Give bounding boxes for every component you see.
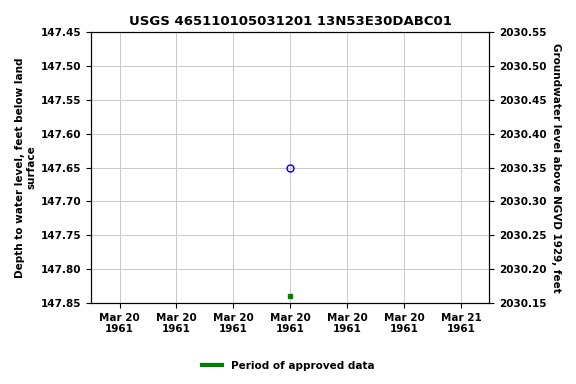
- Y-axis label: Groundwater level above NGVD 1929, feet: Groundwater level above NGVD 1929, feet: [551, 43, 561, 292]
- Legend: Period of approved data: Period of approved data: [198, 357, 378, 375]
- Y-axis label: Depth to water level, feet below land
surface: Depth to water level, feet below land su…: [15, 57, 37, 278]
- Title: USGS 465110105031201 13N53E30DABC01: USGS 465110105031201 13N53E30DABC01: [129, 15, 452, 28]
